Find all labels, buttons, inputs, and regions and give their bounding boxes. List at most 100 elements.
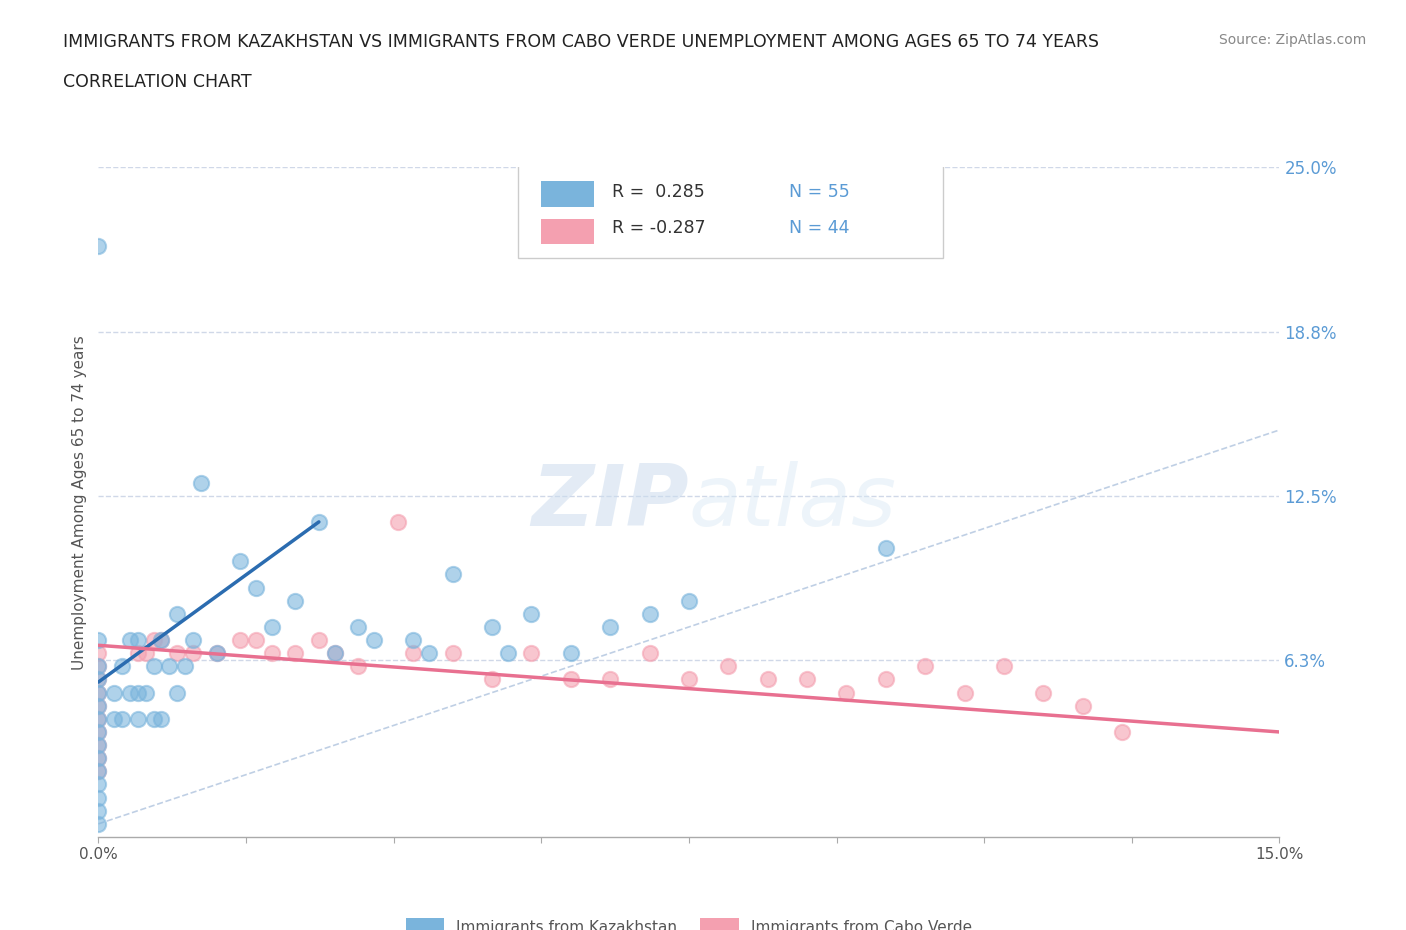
- Point: [363, 632, 385, 647]
- Point: [142, 711, 165, 726]
- Point: [166, 606, 188, 621]
- Point: [402, 632, 425, 647]
- Point: [111, 658, 134, 673]
- Text: R =  0.285: R = 0.285: [612, 183, 704, 201]
- Point: [87, 632, 110, 647]
- Point: [135, 685, 157, 700]
- Point: [87, 724, 110, 739]
- Point: [520, 606, 543, 621]
- Point: [174, 658, 197, 673]
- Point: [150, 711, 173, 726]
- Point: [87, 672, 110, 687]
- Point: [560, 672, 582, 687]
- Point: [103, 711, 125, 726]
- Point: [1111, 724, 1133, 739]
- Point: [87, 764, 110, 778]
- Point: [402, 645, 425, 660]
- Point: [717, 658, 740, 673]
- Point: [205, 645, 228, 660]
- Point: [87, 645, 110, 660]
- Text: N = 44: N = 44: [789, 219, 849, 237]
- Point: [150, 632, 173, 647]
- Point: [87, 672, 110, 687]
- Point: [111, 711, 134, 726]
- Point: [308, 514, 330, 529]
- Point: [135, 645, 157, 660]
- Point: [166, 645, 188, 660]
- Point: [127, 711, 149, 726]
- Point: [87, 239, 110, 254]
- Point: [1032, 685, 1054, 700]
- Point: [103, 685, 125, 700]
- Text: ZIP: ZIP: [531, 460, 689, 544]
- Point: [323, 645, 346, 660]
- Text: IMMIGRANTS FROM KAZAKHSTAN VS IMMIGRANTS FROM CABO VERDE UNEMPLOYMENT AMONG AGES: IMMIGRANTS FROM KAZAKHSTAN VS IMMIGRANTS…: [63, 33, 1099, 50]
- Point: [157, 658, 180, 673]
- Point: [127, 632, 149, 647]
- Point: [205, 645, 228, 660]
- Point: [245, 580, 267, 595]
- Point: [441, 645, 464, 660]
- Text: CORRELATION CHART: CORRELATION CHART: [63, 73, 252, 90]
- Point: [560, 645, 582, 660]
- Text: atlas: atlas: [689, 460, 897, 544]
- Point: [835, 685, 858, 700]
- Point: [260, 619, 283, 634]
- Y-axis label: Unemployment Among Ages 65 to 74 years: Unemployment Among Ages 65 to 74 years: [72, 335, 87, 670]
- Point: [166, 685, 188, 700]
- Point: [496, 645, 519, 660]
- Point: [875, 540, 897, 555]
- Legend: Immigrants from Kazakhstan, Immigrants from Cabo Verde: Immigrants from Kazakhstan, Immigrants f…: [399, 911, 979, 930]
- FancyBboxPatch shape: [517, 164, 943, 258]
- Point: [142, 632, 165, 647]
- Bar: [541, 181, 595, 206]
- Point: [229, 554, 252, 569]
- Point: [87, 724, 110, 739]
- Point: [418, 645, 440, 660]
- Point: [229, 632, 252, 647]
- Point: [387, 514, 409, 529]
- Point: [181, 632, 204, 647]
- Point: [87, 777, 110, 792]
- Point: [796, 672, 818, 687]
- Point: [347, 658, 370, 673]
- Point: [87, 751, 110, 765]
- Point: [127, 685, 149, 700]
- Point: [190, 475, 212, 490]
- Point: [142, 658, 165, 673]
- Point: [953, 685, 976, 700]
- Text: R = -0.287: R = -0.287: [612, 219, 706, 237]
- Point: [87, 698, 110, 713]
- Point: [638, 606, 661, 621]
- Point: [284, 645, 307, 660]
- Bar: [541, 219, 595, 244]
- Point: [599, 619, 621, 634]
- Point: [993, 658, 1015, 673]
- Point: [678, 593, 700, 608]
- Point: [87, 737, 110, 752]
- Point: [599, 672, 621, 687]
- Point: [520, 645, 543, 660]
- Point: [260, 645, 283, 660]
- Point: [87, 658, 110, 673]
- Point: [87, 658, 110, 673]
- Point: [87, 764, 110, 778]
- Point: [87, 751, 110, 765]
- Text: N = 55: N = 55: [789, 183, 851, 201]
- Point: [87, 737, 110, 752]
- Point: [87, 685, 110, 700]
- Point: [1071, 698, 1094, 713]
- Point: [756, 672, 779, 687]
- Point: [87, 711, 110, 726]
- Point: [308, 632, 330, 647]
- Point: [347, 619, 370, 634]
- Point: [441, 567, 464, 582]
- Point: [87, 698, 110, 713]
- Text: Source: ZipAtlas.com: Source: ZipAtlas.com: [1219, 33, 1367, 46]
- Point: [678, 672, 700, 687]
- Point: [875, 672, 897, 687]
- Point: [284, 593, 307, 608]
- Point: [87, 711, 110, 726]
- Point: [87, 817, 110, 831]
- Point: [481, 672, 503, 687]
